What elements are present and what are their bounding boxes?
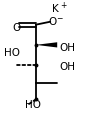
Text: K: K: [52, 4, 59, 14]
Text: HO: HO: [4, 48, 20, 58]
Text: OH: OH: [59, 43, 75, 53]
Text: O: O: [48, 17, 57, 27]
Polygon shape: [36, 42, 57, 47]
Text: HO: HO: [25, 100, 41, 110]
Text: +: +: [61, 1, 67, 10]
Text: OH: OH: [59, 62, 75, 72]
Text: −: −: [56, 14, 62, 23]
Text: O: O: [12, 23, 20, 33]
